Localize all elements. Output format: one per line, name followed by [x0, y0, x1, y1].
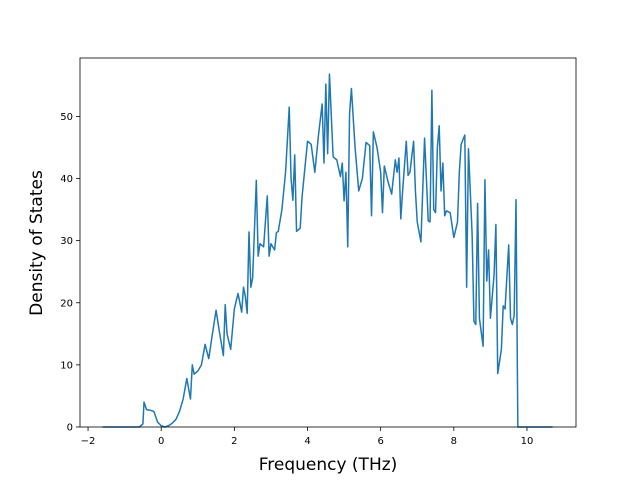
x-tick-label: 8 [451, 436, 457, 447]
y-tick-label: 10 [60, 360, 73, 371]
x-tick-label: 0 [158, 436, 164, 447]
y-tick-label: 0 [67, 423, 73, 434]
y-tick-label: 30 [60, 236, 73, 247]
x-tick-label: 2 [231, 436, 237, 447]
x-tick-label: 10 [521, 436, 534, 447]
x-tick-label: 6 [377, 436, 383, 447]
x-tick-label: −2 [81, 436, 96, 447]
y-tick-label: 20 [60, 298, 73, 309]
y-axis-title: Density of States [27, 170, 47, 316]
data-line [102, 73, 553, 428]
x-axis-title: Frequency (THz) [259, 455, 398, 475]
y-tick-label: 40 [60, 174, 73, 185]
plot-frame [79, 57, 577, 428]
y-tick-label: 50 [60, 112, 73, 123]
x-tick-label: 4 [304, 436, 310, 447]
